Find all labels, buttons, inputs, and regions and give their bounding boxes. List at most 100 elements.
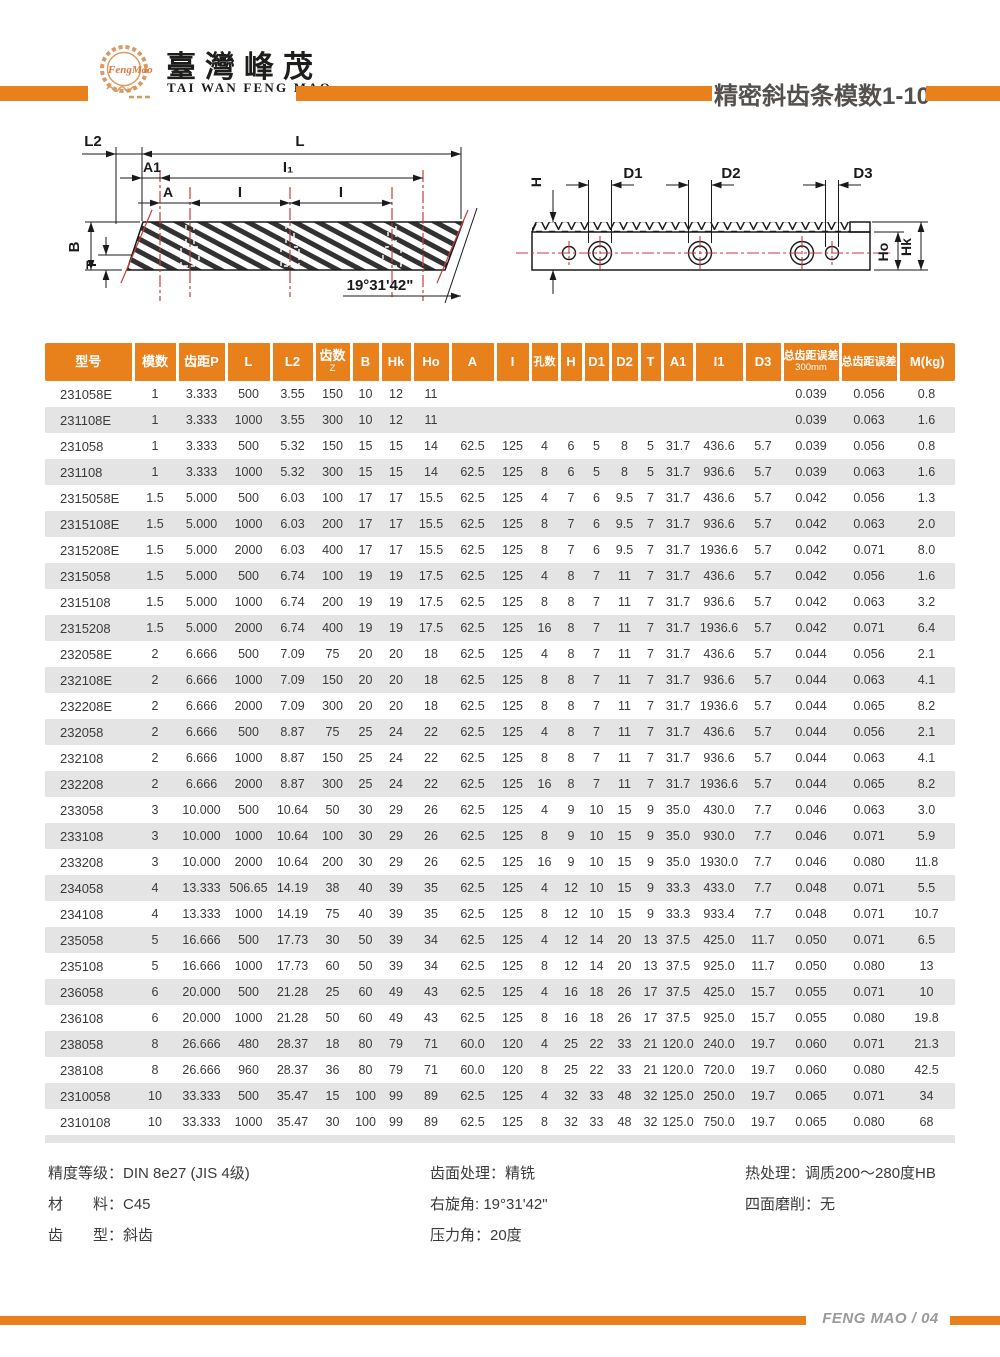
value-cell: 0.046 [795,829,827,843]
value-cell: 32 [643,1115,658,1129]
value-cell: 8 [541,517,548,531]
column-header: Ho [410,343,450,381]
value-cell: 32 [564,1089,578,1103]
value-cell: 35.47 [276,1115,309,1129]
value-cell: 49 [389,985,403,999]
spec-table-body: 231058E 1 3.333 500 3.55 150 10 12 11 0.039 0.056 0… [45,381,955,1135]
value-cell: 0.048 [795,881,827,895]
value-cell: 125 [502,777,523,791]
drawing-top-view: L2 L A1 I₁ A I I B T 19°31'42" [66,133,478,304]
value-cell: 11.7 [751,933,775,947]
value-cell: 33.3 [665,907,691,921]
value-cell: 14 [589,933,604,947]
value-cell [530,407,559,433]
value-cell: 62.5 [460,439,485,453]
column-header: M(kg) [896,343,955,381]
value-cell: 5.000 [185,569,218,583]
value-cell: 0.042 [795,543,827,557]
value-cell: 5 [151,959,159,973]
value-cell: 150 [322,751,343,765]
value-cell: 8 [567,699,575,713]
value-cell: 6 [593,517,600,531]
value-cell: 0.039 [795,465,827,479]
value-cell: 19 [358,621,373,635]
value-cell: 4 [541,803,548,817]
value-cell: 17 [389,491,403,505]
value-cell: 10 [358,387,373,401]
value-cell: 6.4 [917,621,936,635]
value-cell: 5 [151,933,159,947]
value-cell: 125 [502,517,523,531]
dim-label-b: B [66,241,83,252]
spec-note: 热处理：调质200～280度HB [745,1165,936,1182]
value-cell: 5.7 [754,647,772,661]
value-cell: 0.065 [853,777,885,791]
value-cell: 936.6 [703,465,735,479]
value-cell: 125 [502,803,523,817]
side-centerlines [516,236,890,270]
value-cell: 0.055 [795,985,827,999]
dim-label-ho: Ho [875,243,891,262]
value-cell [662,381,694,407]
value-cell: 5.000 [185,595,218,609]
model-cell: 231108E [60,412,112,428]
value-cell: 936.6 [703,751,735,765]
spec-table-head-row: 型号 模数 齿距P L L2 齿数 Z B Hk Ho A I 孔数 H D1 D2 T A1 I1 D3 总齿距误差 3… [45,343,955,381]
value-cell: 4 [541,439,548,453]
value-cell: 6.03 [280,543,305,557]
value-cell: 500 [238,491,259,505]
value-cell: 8 [541,907,548,921]
value-cell: 12 [564,907,578,921]
value-cell: 0.044 [795,647,827,661]
value-cell: 125 [502,985,523,999]
value-cell: 0.060 [795,1063,827,1077]
table-row: 2315058 1.5 5.000 500 6.74 100 19 19 17.5 62.5 125… [45,563,955,589]
value-cell: 500 [238,647,259,661]
table-bottom-strip [45,1135,955,1143]
table-row: 236058 6 20.000 500 21.28 25 60 49 43 62.5 125 4 16 1… [45,979,955,1005]
value-cell: 8 [541,543,548,557]
value-cell [639,381,662,407]
value-cell: 0.071 [853,621,885,635]
column-header: B [349,343,380,381]
model-cell: 232208 [60,776,104,792]
table-row: 2315058E 1.5 5.000 500 6.03 100 17 17 15.5 62.5 12… [45,485,955,511]
value-cell: 30 [358,829,373,843]
value-cell: 0.042 [795,621,827,635]
value-cell: 3.0 [917,803,936,817]
value-cell: 5.000 [185,491,218,505]
value-cell: 5.7 [754,751,772,765]
value-cell: 20 [617,933,632,947]
value-cell: 15 [358,465,373,479]
value-cell: 433.0 [703,881,735,895]
value-cell: 15 [617,855,632,869]
value-cell: 5.7 [754,439,772,453]
model-cell: 232108 [60,750,104,766]
value-cell: 35.0 [665,855,691,869]
value-cell: 436.6 [703,569,735,583]
value-cell: 8.87 [280,725,305,739]
value-cell: 13 [919,959,934,973]
value-cell: 7.7 [754,907,772,921]
spec-note: 四面磨削：无 [745,1196,836,1213]
value-cell: 21.28 [276,1011,309,1025]
value-cell: 12 [389,387,403,401]
value-cell: 31.7 [665,699,691,713]
value-cell: 10 [148,1115,162,1129]
value-cell: 2000 [234,699,263,713]
value-cell: 936.6 [703,673,735,687]
value-cell: 5.7 [754,699,772,713]
value-cell: 17 [358,543,373,557]
value-cell: 1000 [234,465,263,479]
value-cell: 400 [322,543,343,557]
table-row: 231058E 1 3.333 500 3.55 150 10 12 11 0.039 0.056 0… [45,381,955,407]
value-cell: 0.080 [853,1011,885,1025]
value-cell: 6.74 [280,621,305,635]
value-cell: 0.044 [795,725,827,739]
dim-label-hk: Hk [898,238,914,256]
value-cell: 60.0 [460,1063,485,1077]
value-cell: 15.5 [418,543,444,557]
value-cell: 10.64 [276,803,309,817]
value-cell: 11 [618,725,631,739]
value-cell: 10 [589,907,604,921]
